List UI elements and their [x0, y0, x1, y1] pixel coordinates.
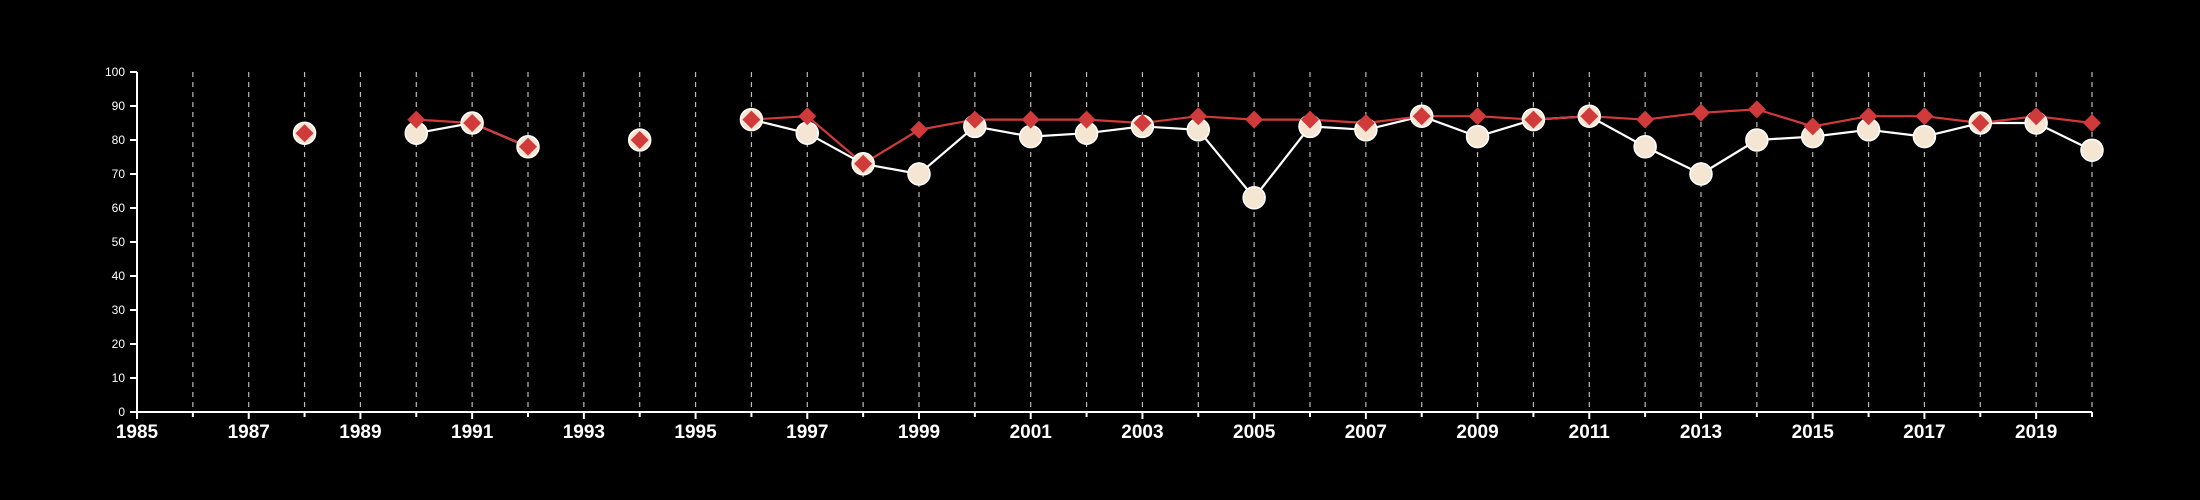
x-tick-label: 1985: [116, 422, 159, 443]
x-tick-label: 1995: [674, 422, 717, 443]
series-2-point: [1468, 107, 1487, 126]
series-2-point: [519, 137, 537, 156]
series-2-point: [1412, 107, 1431, 126]
y-tick-label: 50: [112, 235, 126, 249]
series-2-point: [1133, 114, 1152, 132]
series-2-point: [1971, 114, 1990, 132]
series-1-segment: [918, 125, 976, 175]
series-2-point: [1524, 110, 1543, 129]
series-2-point: [910, 120, 928, 139]
series-2-point: [1803, 117, 1822, 136]
series-1-point: [1465, 124, 1490, 149]
series-2-point: [742, 110, 761, 129]
series-2-point: [407, 110, 426, 129]
y-tick-label: 90: [112, 99, 126, 113]
series-2-point: [854, 154, 873, 173]
y-tick-label: 0: [118, 405, 125, 419]
series-2-point: [630, 131, 649, 149]
series-2-segment: [1645, 111, 1702, 121]
series-2-point: [1859, 107, 1878, 126]
series-2-segment: [806, 115, 864, 165]
y-tick-label: 100: [105, 65, 125, 79]
series-2-point: [1915, 107, 1934, 126]
x-tick-label: 2013: [1680, 422, 1722, 443]
series-2-segment: [1812, 115, 1869, 128]
series-2-point: [1636, 110, 1655, 129]
series-2-point: [1189, 107, 1208, 126]
series-2-point: [463, 114, 482, 132]
series-2-point: [1245, 110, 1264, 129]
series-2-point: [1301, 110, 1319, 129]
series-2-point: [2083, 114, 2101, 132]
x-tick-label: 1999: [898, 422, 940, 443]
x-tick-label: 1989: [339, 422, 381, 443]
series-2-point: [965, 110, 984, 129]
series-2-point: [1747, 100, 1766, 119]
x-tick-label: 2007: [1345, 422, 1387, 443]
x-tick-label: 2015: [1792, 422, 1835, 443]
series-1-point: [907, 162, 931, 186]
x-tick-label: 2001: [1010, 422, 1053, 443]
series-2-point: [1356, 114, 1375, 132]
series-1-point: [1912, 124, 1937, 149]
x-tick-label: 1997: [786, 422, 828, 443]
series-2-point: [798, 107, 817, 126]
series-2-point: [1077, 110, 1096, 129]
y-tick-label: 40: [112, 269, 126, 283]
x-tick-label: 2003: [1121, 422, 1163, 443]
series-1-segment: [1197, 129, 1255, 199]
series-2-point: [2027, 107, 2046, 126]
series-1-point: [1018, 124, 1043, 149]
series-1-point: [2080, 138, 2104, 162]
y-tick-label: 20: [112, 337, 126, 351]
series-1-point: [1242, 186, 1266, 210]
x-tick-label: 1991: [451, 422, 494, 443]
series-2-point: [1580, 107, 1599, 126]
series-2-point: [1692, 103, 1710, 122]
x-tick-label: 2017: [1903, 422, 1945, 443]
x-tick-label: 2019: [2015, 422, 2057, 443]
series-1-point: [1689, 162, 1713, 186]
y-tick-label: 70: [112, 167, 126, 181]
series-1-point: [795, 121, 820, 145]
series-1-point: [1745, 128, 1769, 152]
series-1-segment: [1253, 125, 1311, 199]
y-tick-label: 30: [112, 303, 126, 317]
x-tick-label: 2011: [1569, 422, 1611, 443]
y-tick-label: 10: [112, 371, 126, 385]
grid-lines: [192, 72, 2093, 412]
x-tick-label: 1993: [563, 422, 605, 443]
x-tick-label: 1987: [228, 422, 270, 443]
series-2-point: [295, 124, 314, 143]
series-2-segment: [1700, 108, 1757, 114]
x-tick-label: 2005: [1233, 422, 1276, 443]
series-2-segment: [1756, 108, 1814, 128]
series-1-point: [1633, 135, 1657, 159]
y-tick-label: 80: [112, 133, 126, 147]
axes: 1985 1987 1989 1991 1993 1995 1997 1999 2001 2003…: [105, 65, 2093, 443]
x-tick-label: 2009: [1456, 422, 1498, 443]
series-2-segment: [1198, 115, 1255, 121]
series-markers: [292, 100, 2104, 210]
series-2-point: [1021, 110, 1040, 129]
y-tick-label: 60: [112, 201, 126, 215]
